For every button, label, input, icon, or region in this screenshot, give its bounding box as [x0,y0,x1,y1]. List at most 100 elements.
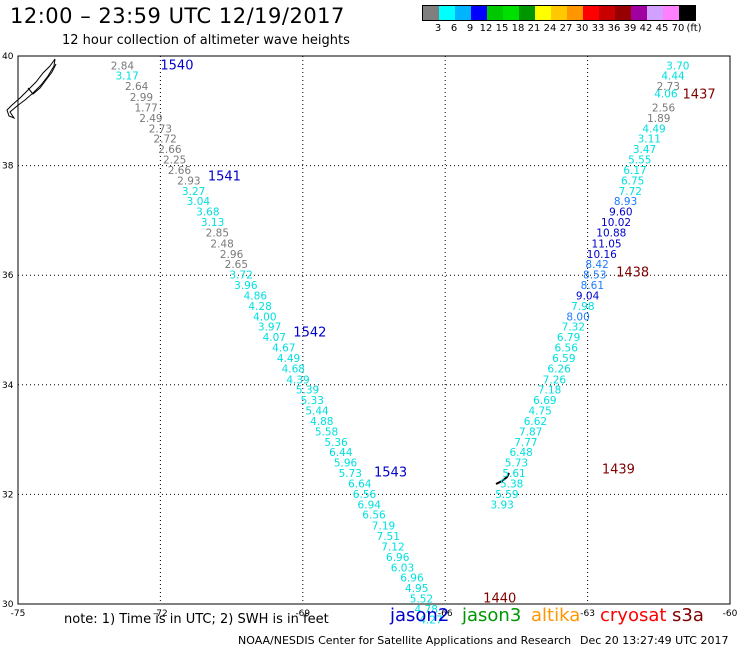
swh-value: 11.05 [592,238,622,250]
credit-line: NOAA/NESDIS Center for Satellite Applica… [238,634,572,647]
lon-tick-label: -63 [580,609,595,619]
scale-label: 6 [450,23,458,34]
swh-value: 7.26 [543,374,567,386]
swh-value: 4.44 [661,71,685,83]
map-frame [17,55,731,605]
swh-value: 2.84 [111,60,135,72]
scale-swatch [663,6,679,20]
lon-tick-label: -66 [438,609,453,619]
lat-tick-label: 32 [2,490,13,500]
pass-number: 1437 [683,87,716,102]
swh-value: 7.51 [377,531,400,543]
swh-value: 7.18 [538,385,561,397]
swh-value: 2.66 [158,144,182,156]
scale-label: 15 [495,23,509,34]
lat-tick-label: 34 [2,381,14,391]
scale-swatch [535,6,551,20]
swh-value: 6.56 [353,489,377,501]
swh-value: 6.59 [552,353,575,365]
scale-label: 9 [466,23,474,34]
swh-value: 6.69 [533,395,556,407]
swh-value: 7.32 [562,322,585,334]
pass-number: 1542 [293,326,326,341]
swh-value: 2.96 [220,249,244,261]
lon-tick-label: -60 [723,609,738,619]
swh-value: 6.44 [329,447,353,459]
pass-number: 1440 [483,592,516,607]
swh-value: 4.67 [272,343,295,355]
swh-value: 7.98 [571,301,594,313]
swh-value: 4.68 [282,363,305,375]
pass-number: 1439 [602,463,635,478]
swh-value: 2.73 [657,81,680,93]
swh-value: 7.19 [372,521,395,533]
swh-value: 3.68 [196,207,219,219]
swh-value: 1.77 [134,103,157,115]
lat-tick-label: 36 [2,271,14,281]
swh-value: 8.93 [614,196,637,208]
scale-swatch [519,6,535,20]
legend-s3a: s3a [672,605,704,626]
swh-value: 6.96 [400,573,424,585]
pass-number: 1438 [616,265,649,280]
swh-value: 2.64 [125,81,149,93]
swh-value: 6.56 [362,510,386,522]
color-scale-boxes [422,5,696,21]
swh-value: 6.75 [621,175,644,187]
footer-note: note: 1) Time is in UTC; 2) SWH is in fe… [64,612,329,627]
swh-value: 4.78 [415,604,438,616]
swh-value: 3.47 [633,144,656,156]
scale-label: 39 [623,23,637,34]
scale-swatch [679,6,695,20]
map-title: 12:00 – 23:59 UTC 12/19/2017 [10,4,345,28]
legend-jason2: jason2 [390,605,450,626]
swh-value: 6.62 [524,416,547,428]
swh-value: 6.94 [358,499,382,511]
scale-label: 36 [607,23,621,34]
swh-value: 6.96 [386,552,410,564]
scale-swatch [503,6,519,20]
swh-value: 3.11 [638,134,661,146]
lat-tick-label: 38 [2,162,14,172]
scale-swatch [487,6,503,20]
scale-swatch [471,6,487,20]
scale-swatch [599,6,615,20]
swh-value: 6.56 [555,343,579,355]
scale-label: 3 [434,23,442,34]
swh-value: 10.88 [596,227,626,239]
axis-tick-labels: -75 -72 -69 -66 -63 -60 40 38 36 34 32 30 [2,52,738,619]
coastline [6,58,57,120]
swh-value: 5.44 [305,406,329,418]
swh-value: 4.88 [310,416,333,428]
swh-value: 9.60 [609,207,632,219]
swh-value: 8.61 [581,280,604,292]
swh-value: 3.93 [490,499,513,511]
color-scale-labels: 3 6 9 12 15 18 21 24 27 30 33 36 39 42 45 70 (ft) [422,21,702,35]
bermuda-island [495,472,510,485]
graticule [18,56,730,604]
legend-cryosat: cryosat [600,605,667,626]
swh-value: 4.75 [528,406,551,418]
scale-swatch [631,6,647,20]
scale-swatch [647,6,663,20]
scale-swatch [423,6,439,20]
swh-value: 3.70 [666,60,689,72]
swh-value: 3.04 [187,196,211,208]
swh-value: 2.73 [149,123,172,135]
swh-value: 9.04 [576,290,600,302]
swh-value: 4.86 [244,290,268,302]
swh-value: 4.27 [419,614,442,626]
scale-label: 21 [527,23,541,34]
swh-value: 2.56 [652,103,676,115]
swh-value: 4.28 [248,301,271,313]
legend-jason3: jason3 [462,605,522,626]
scale-label: 24 [543,23,557,34]
swh-value: 4.49 [642,123,665,135]
lat-tick-label: 40 [2,52,14,62]
swh-value: 3.27 [182,186,205,198]
swh-value: 4.95 [405,583,428,595]
swh-value: 4.07 [263,332,286,344]
swh-value: 6.26 [547,363,571,375]
legend-altika: altika [531,605,581,626]
swh-value: 3.13 [201,217,224,229]
